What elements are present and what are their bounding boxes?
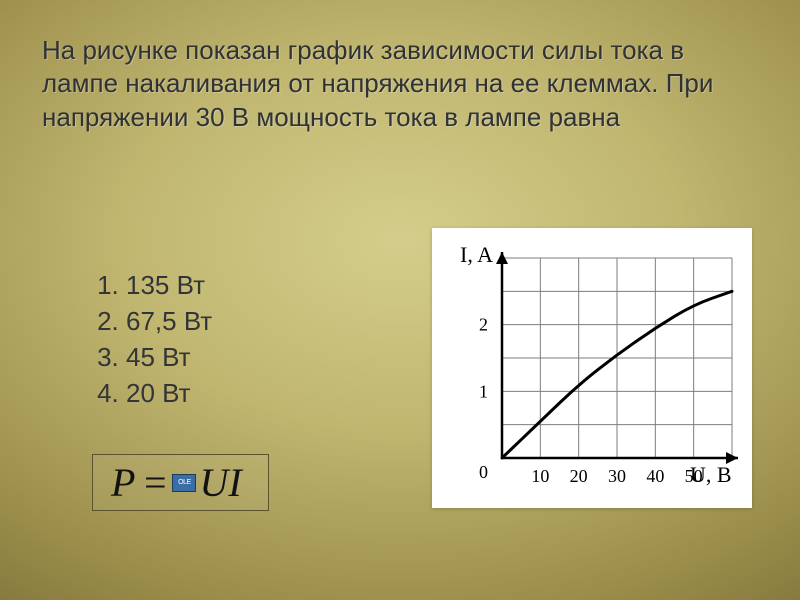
ole-icon: OLE [172,474,196,492]
chart-panel: 1020304050120I, AU, B [432,228,752,508]
question-text: На рисунке показан график зависимости си… [42,34,758,134]
slide: На рисунке показан график зависимости си… [0,0,800,600]
svg-text:U, B: U, B [690,462,732,487]
answer-option: 135 Вт [126,268,212,304]
answer-option: 45 Вт [126,340,212,376]
formula-rhs: UI [199,459,241,506]
svg-text:I, A: I, A [460,242,493,267]
svg-text:1: 1 [479,381,488,401]
svg-text:2: 2 [479,315,488,335]
svg-text:30: 30 [608,466,626,486]
svg-text:10: 10 [531,466,549,486]
formula-box: P = OLE UI [92,454,269,511]
svg-text:0: 0 [479,462,488,482]
answer-option: 20 Вт [126,376,212,412]
answer-list: 135 Вт 67,5 Вт 45 Вт 20 Вт [92,268,212,412]
formula-lhs: P [111,459,135,506]
iv-chart: 1020304050120I, AU, B [432,228,752,508]
svg-text:40: 40 [646,466,664,486]
svg-text:20: 20 [570,466,588,486]
formula: P = OLE UI [111,459,242,506]
formula-eq: = [141,459,168,506]
answer-option: 67,5 Вт [126,304,212,340]
